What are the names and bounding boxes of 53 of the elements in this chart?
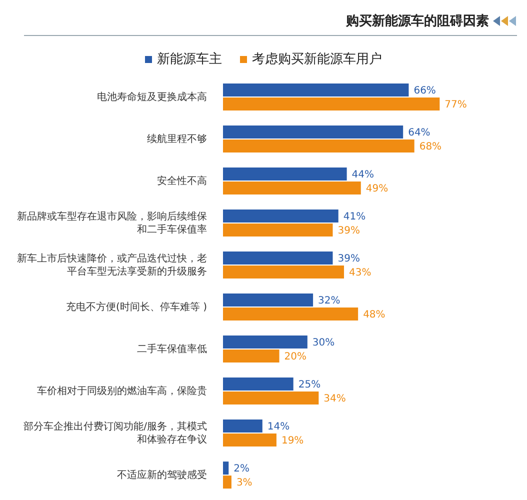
data-label: 64% bbox=[408, 128, 430, 139]
data-label: 20% bbox=[284, 352, 307, 363]
y-tick-label: 续航里程不够 bbox=[147, 132, 207, 145]
data-label: 2% bbox=[234, 464, 250, 475]
data-label: 34% bbox=[324, 394, 346, 405]
bar bbox=[223, 266, 344, 279]
bar bbox=[223, 462, 229, 475]
data-label: 66% bbox=[414, 86, 436, 97]
y-tick-label: 不适应新的驾驶感受 bbox=[117, 468, 207, 481]
y-tick-label: 充电不方便(时间长、停车难等 ) bbox=[66, 300, 208, 313]
data-label: 39% bbox=[338, 254, 360, 265]
data-label: 3% bbox=[236, 478, 252, 489]
bar bbox=[223, 476, 232, 489]
y-tick-label: 新品牌或车型存在退市风险，影响后续维保和二手车保值率 bbox=[17, 210, 207, 236]
data-label: 68% bbox=[419, 142, 442, 153]
bar bbox=[223, 392, 319, 405]
y-tick-label: 部分车企推出付费订阅功能/服务，其模式和体验存在争议 bbox=[24, 420, 207, 446]
y-tick-label: 二手车保值率低 bbox=[137, 342, 207, 355]
bar bbox=[223, 126, 404, 139]
y-tick-label: 车价相对于同级别的燃油车高，保险贵 bbox=[37, 384, 207, 397]
bar bbox=[223, 336, 308, 349]
bar bbox=[223, 224, 333, 237]
bar bbox=[223, 434, 276, 447]
data-label: 39% bbox=[338, 226, 360, 237]
data-label: 44% bbox=[352, 170, 374, 181]
bar bbox=[223, 350, 280, 363]
data-label: 25% bbox=[298, 380, 321, 391]
bar bbox=[223, 84, 409, 97]
data-label: 19% bbox=[281, 436, 304, 447]
y-tick-label: 安全性不高 bbox=[157, 174, 207, 187]
y-tick-label: 电池寿命短及更换成本高 bbox=[97, 90, 207, 103]
data-label: 43% bbox=[348, 268, 372, 279]
bar bbox=[223, 140, 414, 153]
data-label: 14% bbox=[267, 422, 290, 433]
data-label: 49% bbox=[366, 184, 388, 195]
bar bbox=[223, 308, 358, 321]
bar bbox=[223, 98, 440, 111]
legend-label: 新能源车主 bbox=[156, 51, 222, 68]
y-tick-label: 新车上市后快速降价，或产品迭代过快，老平台车型无法享受新的升级服务 bbox=[17, 252, 207, 278]
chart-title: 购买新能源车的阻碍因素 bbox=[346, 12, 489, 30]
bar bbox=[223, 210, 338, 223]
bar bbox=[223, 378, 294, 391]
bar bbox=[223, 294, 314, 307]
bar bbox=[223, 182, 361, 195]
bar bbox=[223, 420, 262, 433]
legend-label: 考虑购买新能源车用户 bbox=[251, 51, 382, 68]
data-label: 41% bbox=[343, 212, 366, 223]
bar bbox=[223, 252, 333, 265]
data-label: 77% bbox=[444, 100, 467, 111]
bar bbox=[223, 168, 347, 181]
data-label: 32% bbox=[318, 296, 340, 307]
data-label: 48% bbox=[363, 310, 386, 321]
data-label: 30% bbox=[312, 338, 335, 349]
